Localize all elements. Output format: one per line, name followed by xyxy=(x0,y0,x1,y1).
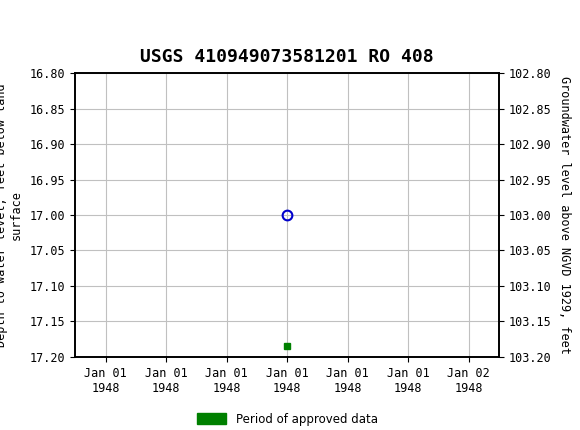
Y-axis label: Depth to water level, feet below land
surface: Depth to water level, feet below land su… xyxy=(0,83,23,347)
Text: ≡USGS: ≡USGS xyxy=(6,12,93,33)
Y-axis label: Groundwater level above NGVD 1929, feet: Groundwater level above NGVD 1929, feet xyxy=(558,76,571,354)
Title: USGS 410949073581201 RO 408: USGS 410949073581201 RO 408 xyxy=(140,48,434,66)
Legend: Period of approved data: Period of approved data xyxy=(192,408,382,430)
